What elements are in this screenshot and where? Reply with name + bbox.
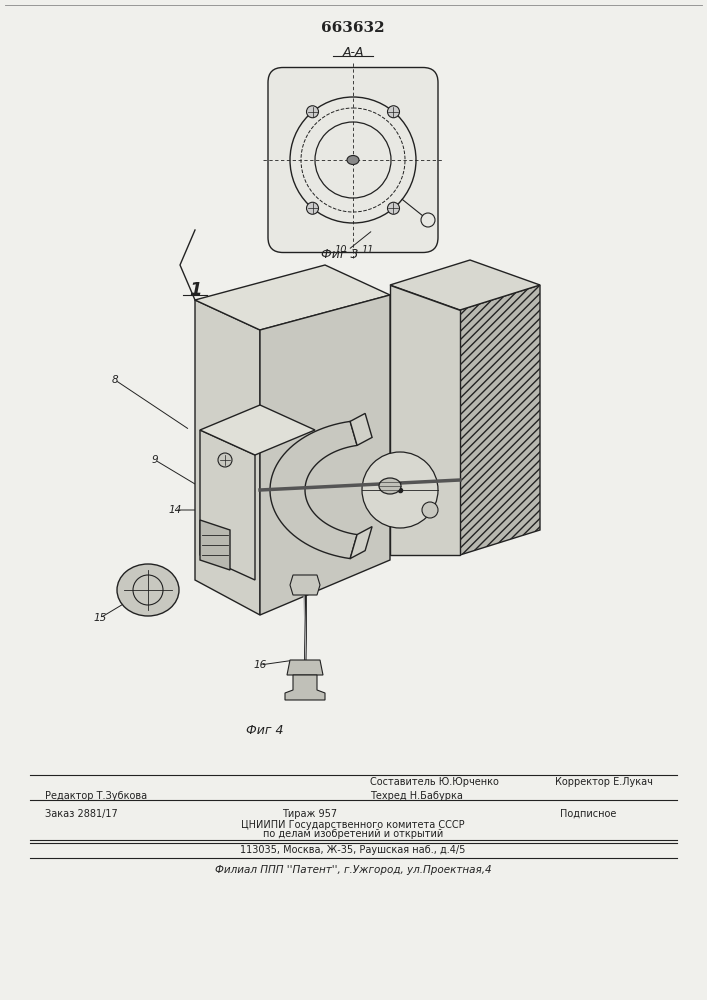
Text: 10: 10	[334, 245, 347, 255]
Polygon shape	[200, 405, 315, 455]
Text: 8: 8	[112, 375, 118, 385]
Text: 9: 9	[152, 455, 158, 465]
Polygon shape	[195, 300, 260, 615]
Text: 11: 11	[362, 245, 374, 255]
Text: ЦНИИПИ Государственного комитета СССР: ЦНИИПИ Государственного комитета СССР	[241, 820, 464, 830]
Circle shape	[387, 202, 399, 214]
Polygon shape	[270, 421, 357, 559]
Text: Корректор Е.Лукач: Корректор Е.Лукач	[555, 777, 653, 787]
Text: А-А: А-А	[342, 45, 363, 58]
Text: 4,5: 4,5	[237, 300, 253, 310]
Polygon shape	[195, 265, 390, 330]
Text: Фиг 4: Фиг 4	[246, 724, 284, 736]
Text: 113035, Москва, Ж-35, Раушская наб., д.4/5: 113035, Москва, Ж-35, Раушская наб., д.4…	[240, 845, 466, 855]
Ellipse shape	[347, 155, 359, 164]
Text: Тираж 957: Тираж 957	[282, 809, 337, 819]
Text: 14: 14	[168, 505, 182, 515]
Text: по делам изобретений и открытий: по делам изобретений и открытий	[263, 829, 443, 839]
Circle shape	[422, 502, 438, 518]
Polygon shape	[285, 675, 325, 700]
Polygon shape	[260, 295, 390, 615]
Text: Филиал ППП ''Патент'', г.Ужгород, ул.Проектная,4: Филиал ППП ''Патент'', г.Ужгород, ул.Про…	[215, 865, 491, 875]
FancyBboxPatch shape	[268, 68, 438, 252]
Polygon shape	[390, 285, 460, 555]
Polygon shape	[200, 430, 255, 580]
Circle shape	[362, 452, 438, 528]
Polygon shape	[460, 285, 540, 555]
Text: Заказ 2881/17: Заказ 2881/17	[45, 809, 118, 819]
Polygon shape	[390, 260, 540, 310]
Text: 13: 13	[313, 313, 327, 323]
Polygon shape	[290, 575, 320, 595]
Ellipse shape	[379, 478, 401, 494]
Polygon shape	[350, 413, 372, 445]
Text: Техред Н.Бабурка: Техред Н.Бабурка	[370, 791, 463, 801]
Text: 15: 15	[93, 613, 107, 623]
Circle shape	[218, 453, 232, 467]
Text: Редактор Т.Зубкова: Редактор Т.Зубкова	[45, 791, 147, 801]
Text: 11: 11	[453, 325, 467, 335]
Text: 1: 1	[189, 281, 201, 299]
Circle shape	[387, 106, 399, 118]
Polygon shape	[350, 527, 372, 559]
Text: 16: 16	[253, 660, 267, 670]
Circle shape	[307, 202, 319, 214]
Text: 10: 10	[523, 350, 537, 360]
Polygon shape	[200, 520, 230, 570]
Text: 663632: 663632	[321, 21, 385, 35]
Text: Фиг 3: Фиг 3	[321, 248, 358, 261]
Text: 12: 12	[383, 313, 397, 323]
Text: Подписное: Подписное	[560, 809, 617, 819]
Text: Составитель Ю.Юрченко: Составитель Ю.Юрченко	[370, 777, 499, 787]
Ellipse shape	[117, 564, 179, 616]
Circle shape	[307, 106, 319, 118]
Polygon shape	[287, 660, 323, 675]
